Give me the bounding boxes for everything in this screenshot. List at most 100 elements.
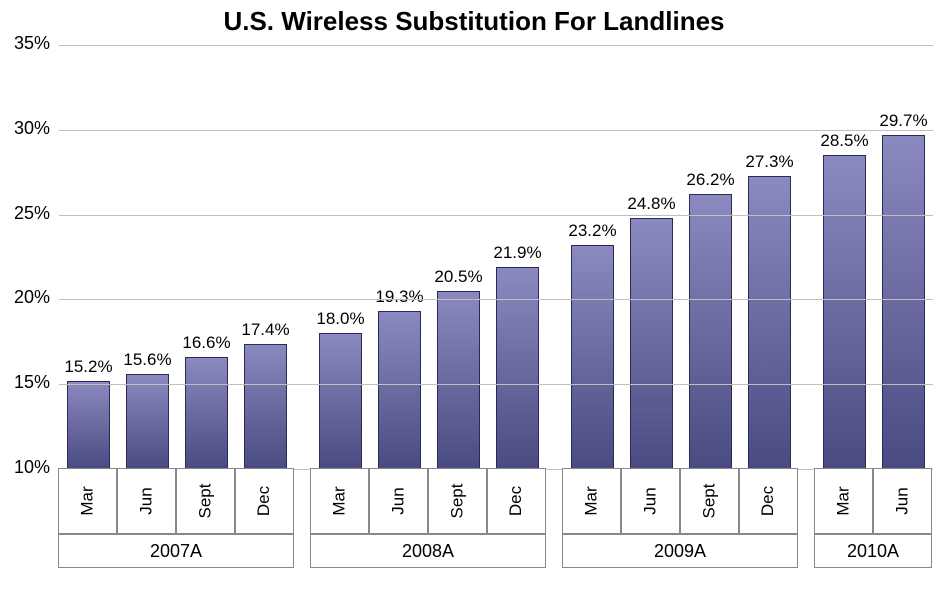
bar-data-label: 23.2% [563, 221, 622, 241]
bar-group: 15.2%15.6%16.6%17.4% [59, 45, 295, 469]
x-tick-month-label: Dec [254, 486, 274, 516]
x-tick-month-label: Jun [640, 487, 660, 514]
x-tick-month: Dec [487, 468, 546, 534]
x-axis-month-group: Mar Jun Sept Dec [562, 468, 798, 534]
bar [319, 333, 361, 469]
x-tick-month-label: Jun [892, 487, 912, 514]
x-tick-month-label: Jun [136, 487, 156, 514]
bars-layer: 15.2%15.6%16.6%17.4%18.0%19.3%20.5%21.9%… [59, 45, 933, 469]
x-tick-year: 2009A [562, 534, 798, 568]
bar-data-label: 15.6% [118, 350, 177, 370]
x-tick-month: Mar [814, 468, 873, 534]
x-tick-month-label: Jun [388, 487, 408, 514]
x-axis-month-row: MarJunSeptDecMarJunSeptDecMarJunSeptDecM… [58, 468, 932, 534]
bar-slot: 21.9% [488, 45, 547, 469]
x-tick-month-label: Dec [758, 486, 778, 516]
bar-data-label: 16.6% [177, 333, 236, 353]
bar-data-label: 15.2% [59, 357, 118, 377]
bar-slot: 26.2% [681, 45, 740, 469]
x-tick-month-label: Mar [78, 486, 98, 515]
plot-area: 15.2%15.6%16.6%17.4%18.0%19.3%20.5%21.9%… [58, 44, 933, 469]
x-tick-month: Sept [680, 468, 739, 534]
x-tick-year: 2007A [58, 534, 294, 568]
x-axis-month-group: Mar Jun Sept Dec [310, 468, 546, 534]
bar-slot: 27.3% [740, 45, 799, 469]
x-tick-month-label: Sept [447, 484, 467, 519]
y-tick-label: 25% [0, 203, 50, 224]
bar-data-label: 26.2% [681, 170, 740, 190]
x-tick-year: 2010A [814, 534, 932, 568]
bar-slot: 15.2% [59, 45, 118, 469]
x-tick-month: Mar [562, 468, 621, 534]
gridline [59, 384, 933, 385]
x-tick-month: Jun [621, 468, 680, 534]
y-tick-label: 20% [0, 287, 50, 308]
bar-slot: 19.3% [370, 45, 429, 469]
bar-group: 23.2%24.8%26.2%27.3% [563, 45, 799, 469]
bar [437, 291, 479, 469]
gridline [59, 299, 933, 300]
x-axis-month-group: Mar Jun [814, 468, 932, 534]
x-tick-month-label: Mar [582, 486, 602, 515]
bar-data-label: 19.3% [370, 287, 429, 307]
bar [882, 135, 924, 469]
x-tick-month: Mar [58, 468, 117, 534]
bar-data-label: 24.8% [622, 194, 681, 214]
bar-data-label: 20.5% [429, 267, 488, 287]
x-tick-month: Jun [873, 468, 932, 534]
bar-slot: 28.5% [815, 45, 874, 469]
x-tick-month: Jun [117, 468, 176, 534]
x-tick-month-label: Sept [699, 484, 719, 519]
bar-data-label: 29.7% [874, 111, 933, 131]
bar [378, 311, 420, 469]
bar-slot: 15.6% [118, 45, 177, 469]
bar-data-label: 18.0% [311, 309, 370, 329]
y-tick-label: 35% [0, 33, 50, 54]
bar-data-label: 28.5% [815, 131, 874, 151]
bar-data-label: 21.9% [488, 243, 547, 263]
bar-group: 18.0%19.3%20.5%21.9% [311, 45, 547, 469]
bar-group: 28.5%29.7% [815, 45, 933, 469]
bar-slot: 24.8% [622, 45, 681, 469]
gridline [59, 130, 933, 131]
x-tick-month: Dec [739, 468, 798, 534]
x-tick-year: 2008A [310, 534, 546, 568]
bar [571, 245, 613, 469]
bar-slot: 20.5% [429, 45, 488, 469]
x-tick-month-label: Mar [330, 486, 350, 515]
bar-slot: 29.7% [874, 45, 933, 469]
x-tick-month-label: Dec [506, 486, 526, 516]
y-tick-label: 30% [0, 118, 50, 139]
x-tick-month: Sept [176, 468, 235, 534]
bar [126, 374, 168, 469]
bar [496, 267, 538, 469]
bar [630, 218, 672, 469]
bar [748, 176, 790, 469]
x-tick-month: Dec [235, 468, 294, 534]
gridline [59, 215, 933, 216]
bar [67, 381, 109, 469]
chart-title: U.S. Wireless Substitution For Landlines [0, 6, 948, 37]
x-tick-month-label: Sept [195, 484, 215, 519]
bar [823, 155, 865, 469]
x-tick-month-label: Mar [834, 486, 854, 515]
bar-slot: 16.6% [177, 45, 236, 469]
bar [244, 344, 286, 470]
x-axis-year-row: 2007A 2008A 2009A 2010A [58, 534, 932, 568]
bar-slot: 17.4% [236, 45, 295, 469]
bar-data-label: 17.4% [236, 320, 295, 340]
y-tick-label: 15% [0, 372, 50, 393]
bar-data-label: 27.3% [740, 152, 799, 172]
bar-slot: 18.0% [311, 45, 370, 469]
y-tick-label: 10% [0, 457, 50, 478]
x-axis: MarJunSeptDecMarJunSeptDecMarJunSeptDecM… [58, 468, 932, 568]
x-axis-month-group: Mar Jun Sept Dec [58, 468, 294, 534]
x-tick-month: Mar [310, 468, 369, 534]
bar [185, 357, 227, 469]
x-tick-month: Sept [428, 468, 487, 534]
bar [689, 194, 731, 469]
gridline [59, 45, 933, 46]
x-tick-month: Jun [369, 468, 428, 534]
chart-container: U.S. Wireless Substitution For Landlines… [0, 0, 948, 593]
bar-slot: 23.2% [563, 45, 622, 469]
